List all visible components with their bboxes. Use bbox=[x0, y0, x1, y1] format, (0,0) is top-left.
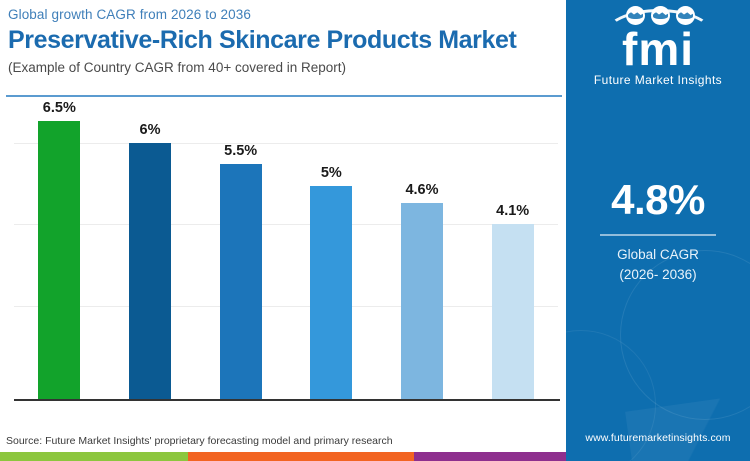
fmi-logo: fmi Future Market Insights bbox=[566, 6, 750, 87]
globe-icon bbox=[626, 6, 645, 25]
bar-chart: 6.5%China6%India5.5%Germany5%Brazil4.6%U… bbox=[14, 100, 558, 400]
bar-u-k[interactable] bbox=[491, 224, 534, 400]
website-url: www.futuremarketinsights.com bbox=[585, 432, 731, 444]
global-cagr-block: 4.8% Global CAGR (2026- 2036) bbox=[566, 176, 750, 285]
cagr-value: 4.8% bbox=[611, 176, 705, 223]
bar-germany[interactable] bbox=[219, 164, 262, 400]
globe-icon bbox=[676, 6, 695, 25]
bar-value-label: 6.5% bbox=[42, 100, 76, 117]
cagr-period: (2026- 2036) bbox=[619, 266, 697, 282]
globe-icon bbox=[651, 6, 670, 25]
x-axis-line bbox=[14, 399, 560, 401]
bar-value-label: 4.6% bbox=[405, 181, 439, 198]
bar-value-label: 5% bbox=[320, 164, 342, 181]
source-note: Source: Future Market Insights' propriet… bbox=[6, 435, 393, 447]
subtitle-note: (Example of Country CAGR from 40+ covere… bbox=[8, 60, 347, 75]
logo-tagline: Future Market Insights bbox=[593, 73, 723, 87]
chart-panel: Global growth CAGR from 2026 to 2036 Pre… bbox=[0, 6, 566, 461]
strip-green bbox=[0, 452, 188, 461]
page-title: Preservative-Rich Skincare Products Mark… bbox=[8, 26, 517, 54]
strip-purple bbox=[414, 452, 566, 461]
bar-china[interactable] bbox=[38, 121, 81, 400]
gridline bbox=[14, 224, 558, 226]
header-divider bbox=[6, 95, 562, 97]
eyebrow-text: Global growth CAGR from 2026 to 2036 bbox=[8, 7, 251, 22]
brand-panel: fmi Future Market Insights 4.8% Global C… bbox=[566, 0, 750, 461]
cagr-divider bbox=[600, 234, 716, 236]
bar-india[interactable] bbox=[129, 142, 171, 400]
logo-globes bbox=[598, 6, 718, 28]
color-strip bbox=[0, 452, 566, 461]
bar-value-label: 6% bbox=[139, 121, 161, 138]
gridline bbox=[14, 142, 558, 144]
gridline bbox=[14, 305, 558, 307]
header: Global growth CAGR from 2026 to 2036 Pre… bbox=[8, 6, 560, 77]
bar-value-label: 5.5% bbox=[224, 143, 258, 160]
strip-orange bbox=[188, 452, 414, 461]
cagr-label: Global CAGR bbox=[617, 246, 699, 262]
bar-brazil[interactable] bbox=[310, 185, 353, 400]
bar-u-s[interactable] bbox=[401, 202, 443, 400]
bar-value-label: 4.1% bbox=[496, 203, 530, 220]
